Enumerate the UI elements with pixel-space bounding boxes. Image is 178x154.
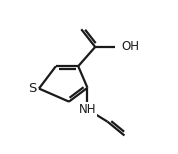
Text: NH: NH (79, 103, 96, 116)
Text: S: S (28, 82, 36, 95)
Text: OH: OH (121, 41, 139, 53)
